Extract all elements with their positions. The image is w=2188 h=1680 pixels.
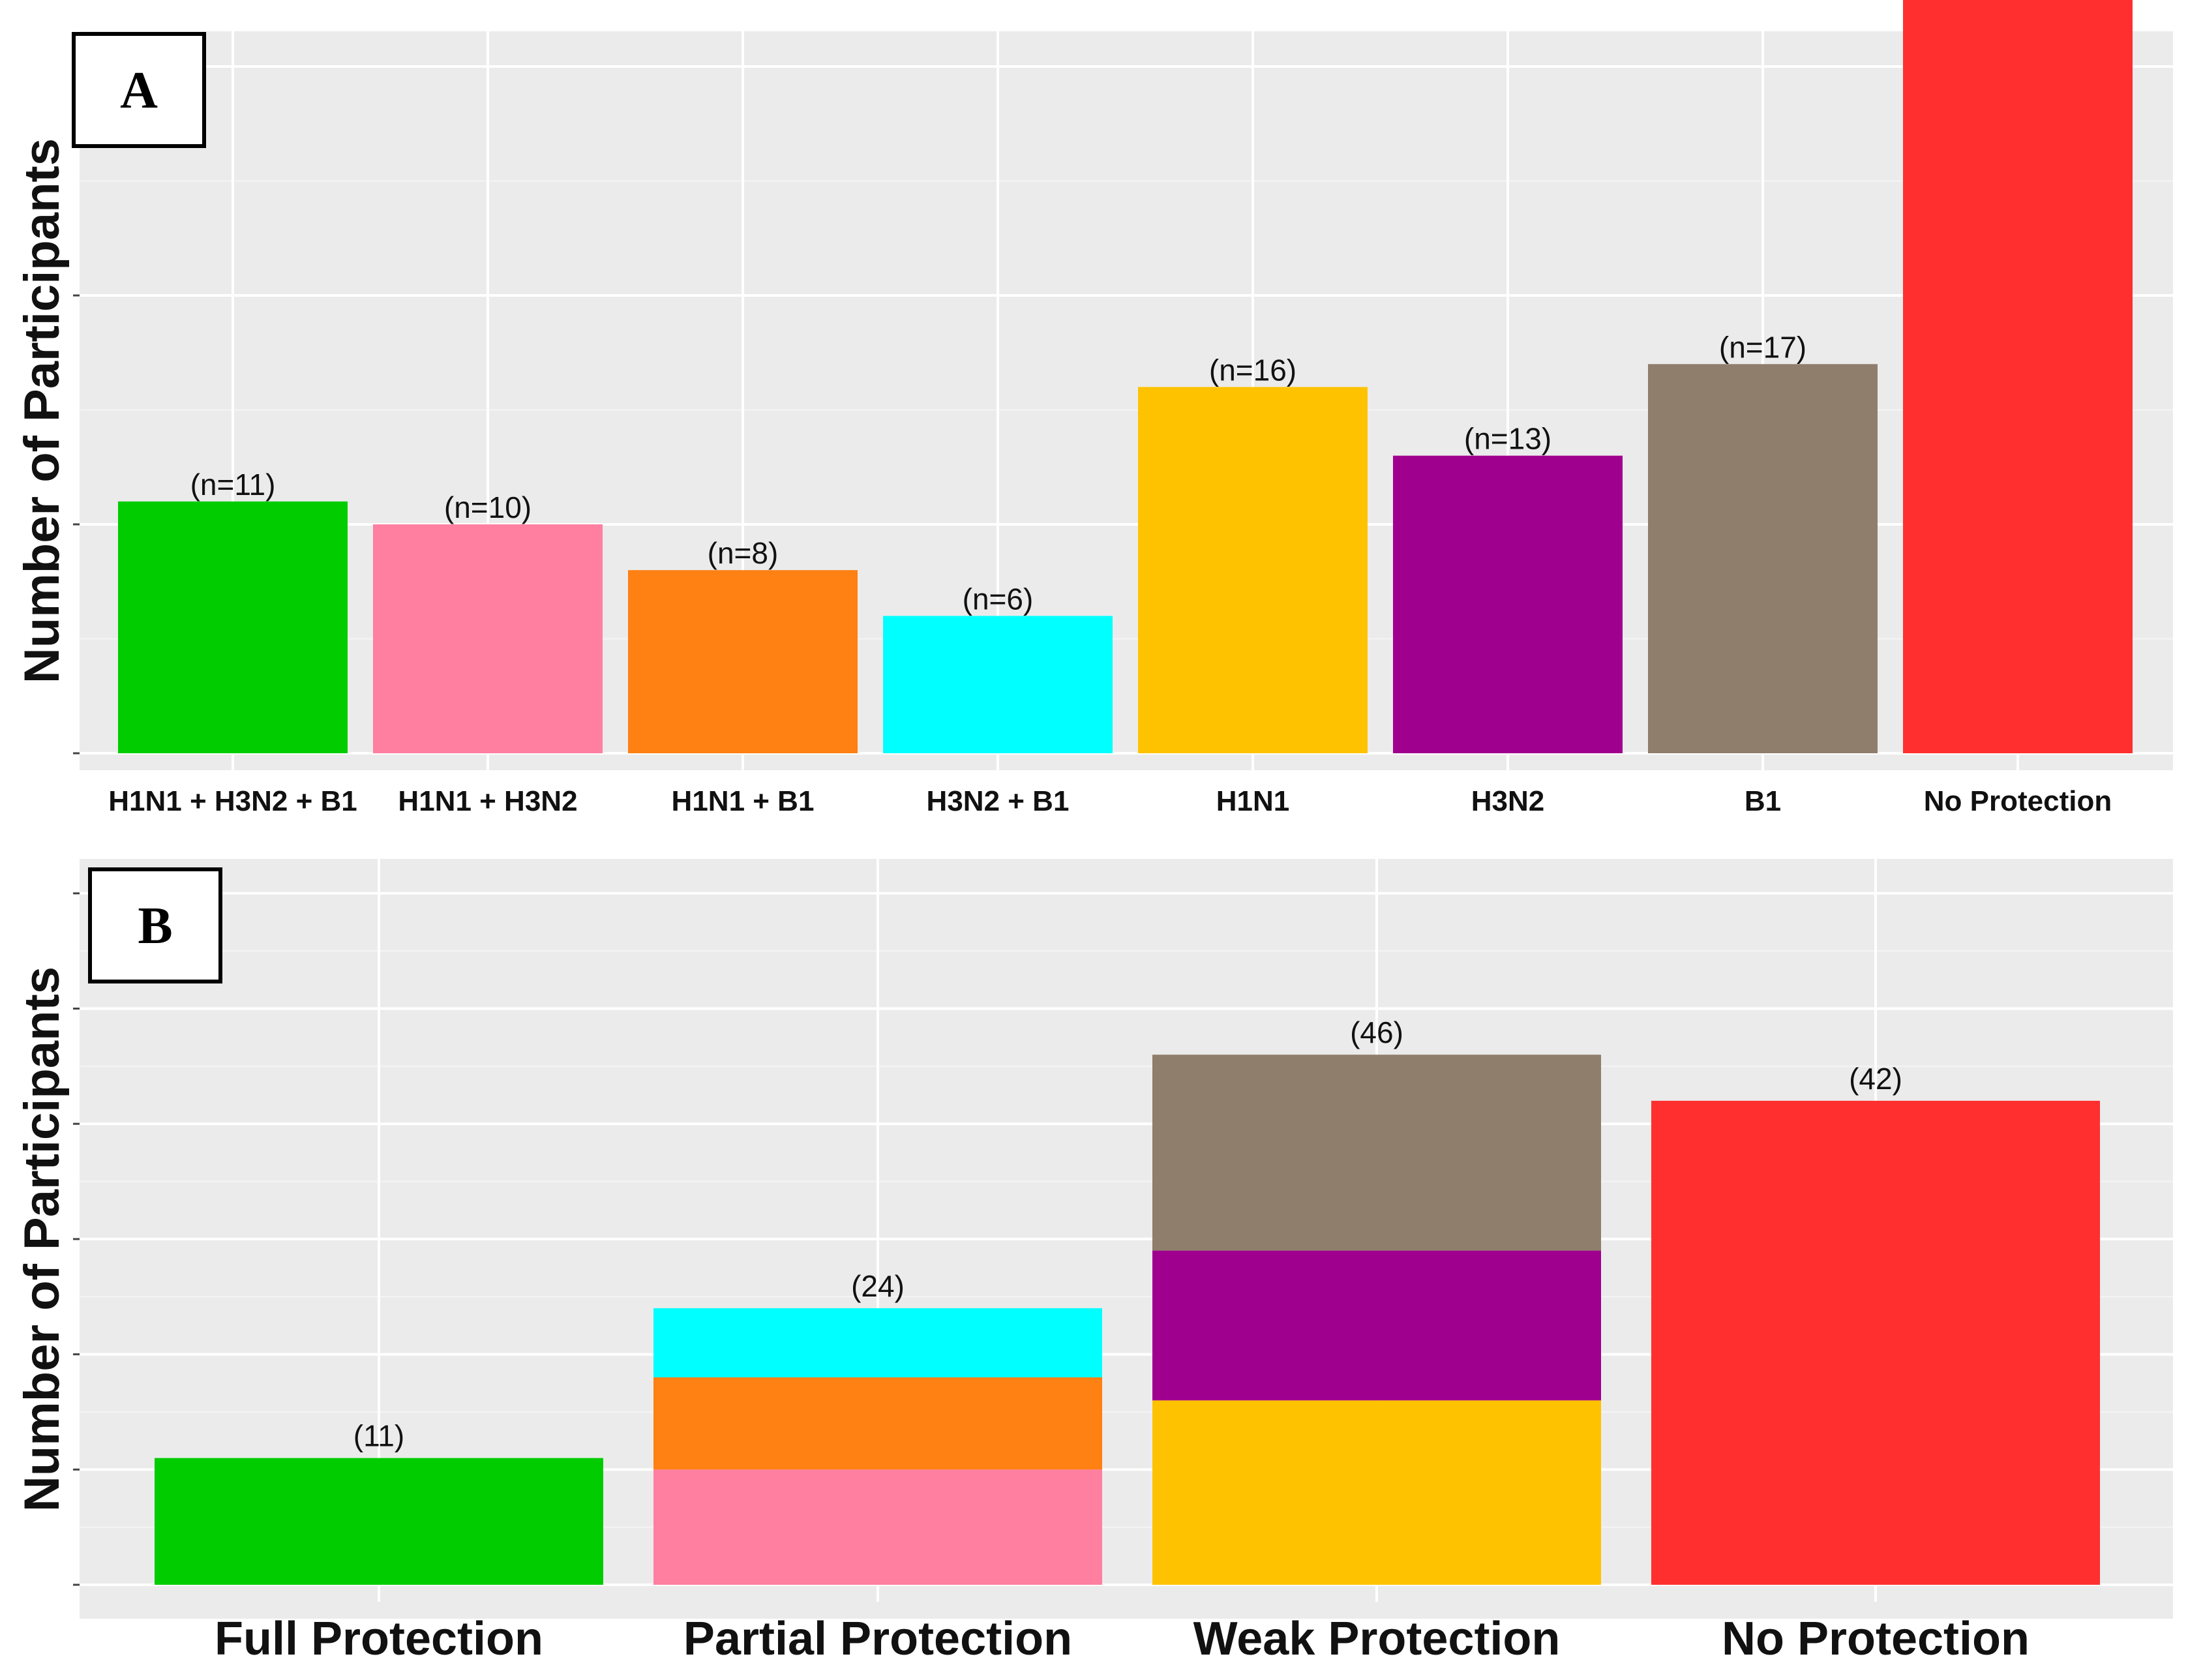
panel-b: (11) (24) (46) (42) Full Protection Partial … (14, 859, 2173, 1665)
x-tick-label: H1N1 (1216, 785, 1290, 817)
x-tick-label: Partial Protection (683, 1613, 1072, 1665)
x-tick-label: B1 (1745, 785, 1781, 817)
panel-b-bars (155, 1055, 2100, 1585)
panel-b-tag-box (88, 867, 222, 983)
x-tick-label: H1N1 + B1 (672, 785, 815, 817)
x-tick-label: H3N2 (1471, 785, 1545, 817)
panel-b-y-axis-title: Number of Participants (14, 967, 70, 1512)
data-label: (n=8) (708, 536, 779, 570)
bar (1393, 455, 1623, 753)
x-tick-label: H1N1 + H3N2 + B1 (108, 785, 357, 817)
bar-segment (1152, 1400, 1601, 1585)
bar-segment (1152, 1055, 1601, 1251)
bar (628, 570, 858, 753)
data-label: (n=11) (190, 468, 276, 502)
bar (118, 501, 348, 753)
panel-a-tag-box (72, 32, 206, 148)
bar-segment (1152, 1250, 1601, 1401)
x-tick-label: Weak Protection (1193, 1613, 1561, 1665)
data-label: (42) (1849, 1062, 1902, 1096)
bar (1648, 364, 1878, 753)
bar (1903, 0, 2133, 753)
data-label: (n=16) (1209, 353, 1296, 387)
bar (373, 524, 603, 753)
data-label: (46) (1350, 1015, 1403, 1049)
x-tick-label: No Protection (1924, 785, 2112, 817)
panel-a-tag: A (120, 62, 158, 119)
data-label: (n=13) (1464, 422, 1551, 456)
data-label: (24) (851, 1269, 905, 1303)
data-label: (n=10) (444, 490, 532, 524)
panel-a-bars (118, 0, 2133, 753)
bar-segment (653, 1377, 1102, 1470)
bar-segment (155, 1458, 603, 1585)
bar (1138, 387, 1368, 753)
bar-segment (653, 1469, 1102, 1585)
panel-b-x-axis: Full Protection Partial Protection Weak Pr… (215, 1613, 2030, 1665)
data-label: (n=6) (963, 582, 1034, 616)
panel-a: (n=11) (n=10) (n=8) (n=6) (n=16) (n=13) (n=17)… (14, 0, 2173, 817)
panel-a-x-axis: H1N1 + H3N2 + B1 H1N1 + H3N2 H1N1 + B1 H3N2… (108, 785, 2112, 817)
panel-a-data-labels: (n=11) (n=10) (n=8) (n=6) (n=16) (n=13) (n=17)… (190, 330, 1807, 616)
bar (883, 616, 1113, 753)
panel-a-y-axis-title: Number of Participants (14, 138, 70, 683)
x-tick-label: H3N2 + B1 (927, 785, 1070, 817)
x-tick-label: Full Protection (215, 1613, 543, 1665)
panel-b-data-labels: (11) (24) (46) (42) (353, 1015, 1902, 1452)
bar-segment (1651, 1100, 2100, 1585)
panel-b-tag: B (138, 897, 172, 955)
bar-segment (653, 1308, 1102, 1377)
data-label: (n=17) (1719, 330, 1806, 364)
x-tick-label: No Protection (1722, 1613, 2030, 1665)
x-tick-label: H1N1 + H3N2 (398, 785, 577, 817)
data-label: (11) (353, 1419, 404, 1453)
